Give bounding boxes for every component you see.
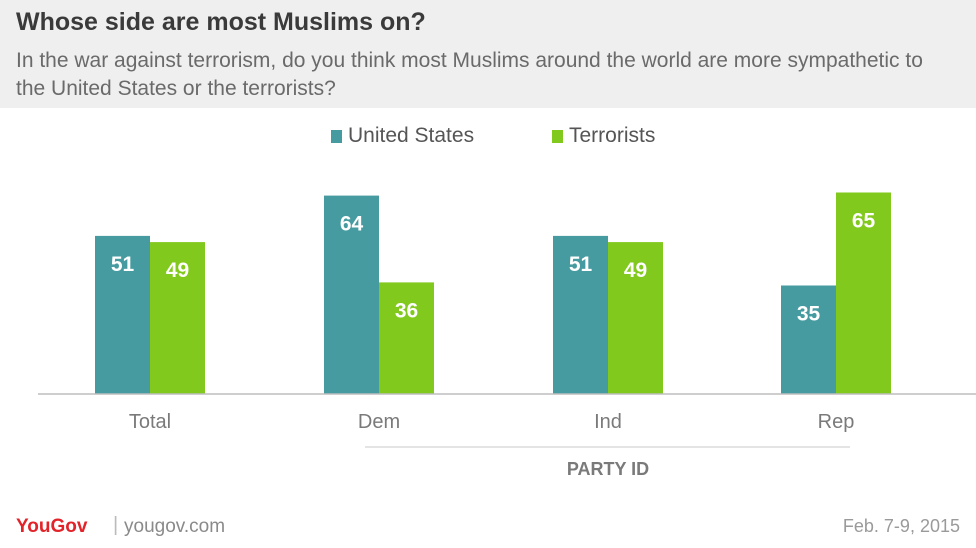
data-label-terrorists-ind: 49 <box>624 259 647 282</box>
data-label-united-states-rep: 35 <box>797 303 821 326</box>
bar-united-states-rep <box>781 285 836 394</box>
footer-site-link[interactable]: yougov.com <box>124 516 226 537</box>
bar-united-states-total <box>95 235 150 394</box>
chart-title: Whose side are most Muslims on? <box>16 8 426 36</box>
data-label-terrorists-rep: 65 <box>852 210 876 233</box>
yougov-logo: YouGov <box>16 516 88 537</box>
bar-terrorists-ind <box>608 242 663 394</box>
data-label-united-states-total: 51 <box>111 253 135 276</box>
legend-swatch-united-states <box>331 129 342 143</box>
bar-terrorists-dem <box>379 282 434 394</box>
data-label-terrorists-total: 49 <box>166 259 189 282</box>
legend: United States Terrorists <box>0 124 976 152</box>
category-label-rep: Rep <box>818 411 855 433</box>
survey-date: Feb. 7-9, 2015 <box>842 516 960 536</box>
bar-united-states-ind <box>553 235 608 394</box>
category-label-total: Total <box>129 411 171 433</box>
bar-united-states-dem <box>324 195 379 394</box>
legend-item-united-states: United States <box>331 124 474 148</box>
legend-swatch-terrorists <box>552 129 563 143</box>
bar-terrorists-rep <box>836 192 891 394</box>
party-id-label: PARTY ID <box>567 459 649 479</box>
data-label-terrorists-dem: 36 <box>395 299 418 322</box>
legend-item-terrorists: Terrorists <box>552 124 655 148</box>
category-label-ind: Ind <box>594 411 622 433</box>
footer-separator: | <box>113 514 119 536</box>
category-label-dem: Dem <box>358 411 400 433</box>
data-label-united-states-ind: 51 <box>569 253 593 276</box>
data-label-united-states-dem: 64 <box>340 213 364 236</box>
chart-subtitle: In the war against terrorism, do you thi… <box>16 49 923 100</box>
header-band: Whose side are most Muslims on? In the w… <box>0 0 976 108</box>
bar-terrorists-total <box>150 242 205 394</box>
legend-label-united-states: United States <box>348 124 475 147</box>
legend-label-terrorists: Terrorists <box>569 124 656 147</box>
